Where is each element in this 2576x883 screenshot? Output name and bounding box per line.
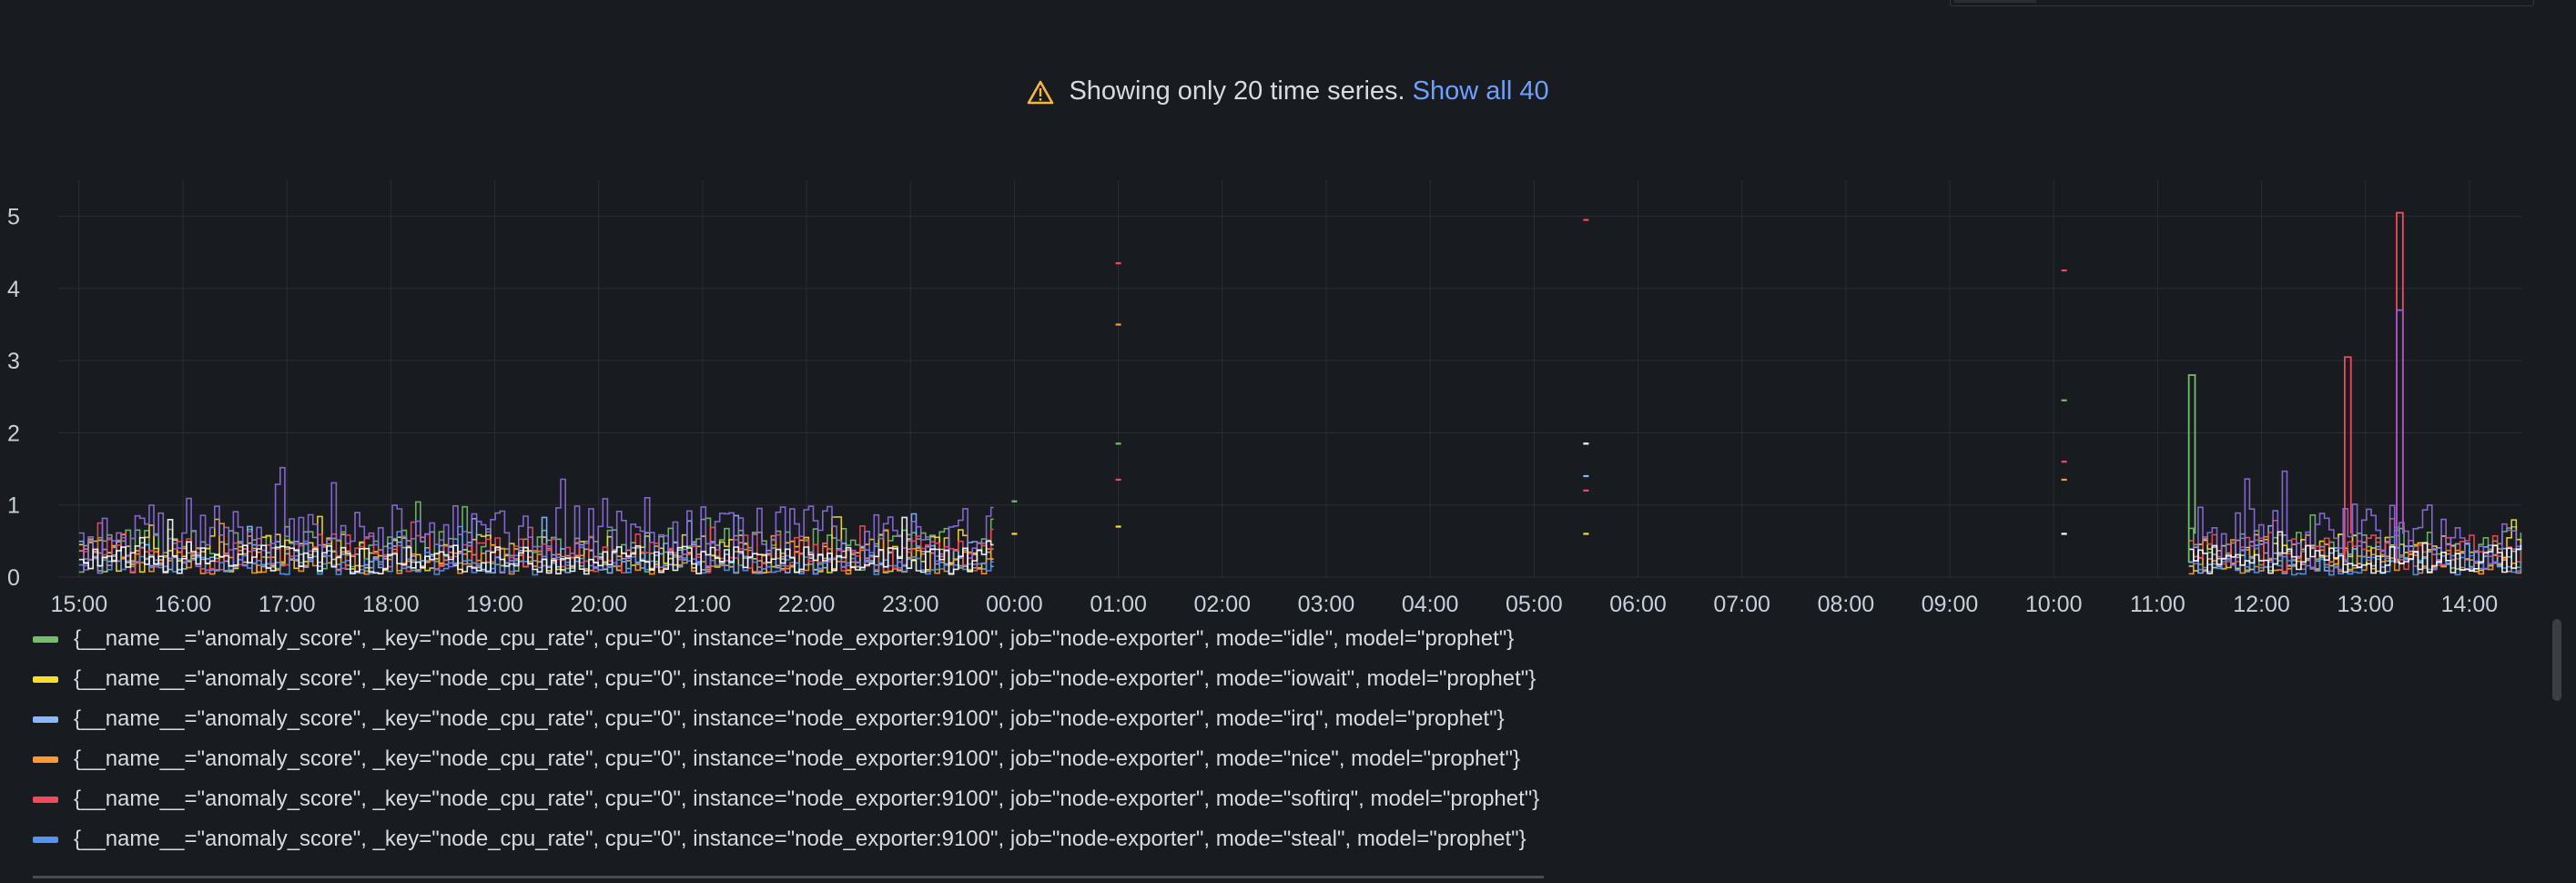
legend-color-swatch xyxy=(33,635,58,643)
x-tick-label: 13:00 xyxy=(2337,592,2394,617)
legend-color-swatch xyxy=(33,675,58,683)
legend-color-swatch xyxy=(33,756,58,763)
x-tick-label: 17:00 xyxy=(259,592,316,617)
x-tick-label: 16:00 xyxy=(155,592,212,617)
panel-options-tab xyxy=(1954,0,2036,3)
x-tick-label: 02:00 xyxy=(1194,592,1252,617)
legend-scrollbar[interactable] xyxy=(2552,619,2561,701)
series-line xyxy=(78,523,994,575)
series-limit-notice: Showing only 20 time series. Show all 40 xyxy=(0,71,2576,117)
x-tick-label: 22:00 xyxy=(778,592,836,617)
y-tick-label: 5 xyxy=(7,205,20,230)
spike-mark xyxy=(2344,356,2352,563)
legend-label: {__name__="anomaly_score", _key="node_cp… xyxy=(74,827,1526,851)
x-tick-label: 09:00 xyxy=(1922,592,1979,617)
x-tick-label: 21:00 xyxy=(674,592,732,617)
spike-mark xyxy=(2187,374,2196,563)
legend-item[interactable]: {__name__="anomaly_score", _key="node_cp… xyxy=(33,779,1762,819)
y-tick-label: 4 xyxy=(7,277,20,302)
chart-legend: {__name__="anomaly_score", _key="node_cp… xyxy=(33,619,1762,859)
x-tick-label: 12:00 xyxy=(2233,592,2290,617)
show-all-link[interactable]: Show all 40 xyxy=(1412,76,1549,106)
x-tick-label: 05:00 xyxy=(1506,592,1563,617)
legend-label: {__name__="anomaly_score", _key="node_cp… xyxy=(74,626,1515,651)
legend-item[interactable]: {__name__="anomaly_score", _key="node_cp… xyxy=(33,739,1762,779)
x-tick-label: 08:00 xyxy=(1818,592,1875,617)
x-tick-label: 06:00 xyxy=(1609,592,1667,617)
legend-color-swatch xyxy=(33,796,58,803)
spike-mark xyxy=(2396,211,2404,563)
x-tick-label: 20:00 xyxy=(570,592,627,617)
legend-item[interactable]: {__name__="anomaly_score", _key="node_cp… xyxy=(33,619,1762,659)
y-tick-label: 0 xyxy=(7,565,20,591)
x-tick-label: 23:00 xyxy=(882,592,939,617)
series-line xyxy=(78,466,994,571)
warning-triangle-icon xyxy=(1027,77,1054,117)
x-tick-label: 14:00 xyxy=(2441,592,2499,617)
time-series-chart[interactable]: 0 1 2 3 4 5 15:00 16:00 17:00 18:00 19:00 20:00 21:0… xyxy=(0,173,2540,619)
spike-mark xyxy=(2396,309,2404,563)
legend-color-swatch xyxy=(33,716,58,723)
series-line xyxy=(2188,531,2522,574)
series-line xyxy=(78,513,994,574)
x-tick-label: 07:00 xyxy=(1713,592,1770,617)
x-tick-label: 10:00 xyxy=(2025,592,2083,617)
legend-label: {__name__="anomaly_score", _key="node_cp… xyxy=(74,666,1536,691)
x-tick-label: 19:00 xyxy=(466,592,523,617)
x-tick-label: 03:00 xyxy=(1298,592,1355,617)
series-line xyxy=(78,521,994,573)
legend-label: {__name__="anomaly_score", _key="node_cp… xyxy=(74,706,1505,731)
legend-color-swatch xyxy=(33,836,58,843)
y-tick-label: 2 xyxy=(7,421,20,446)
notice-text: Showing only 20 time series. xyxy=(1069,76,1405,106)
y-tick-label: 1 xyxy=(7,493,20,519)
legend-item[interactable]: {__name__="anomaly_score", _key="node_cp… xyxy=(33,699,1762,739)
x-tick-label: 04:00 xyxy=(1402,592,1459,617)
x-tick-label: 18:00 xyxy=(362,592,420,617)
legend-label: {__name__="anomaly_score", _key="node_cp… xyxy=(74,746,1520,771)
series-line xyxy=(2188,514,2522,573)
legend-item-cut-off xyxy=(33,872,1544,883)
panel-options-box xyxy=(1950,0,2534,6)
x-tick-label: 00:00 xyxy=(986,592,1043,617)
x-tick-label: 01:00 xyxy=(1090,592,1147,617)
legend-item[interactable]: {__name__="anomaly_score", _key="node_cp… xyxy=(33,819,1762,859)
series-line xyxy=(78,516,994,575)
y-tick-label: 3 xyxy=(7,349,20,374)
legend-item[interactable]: {__name__="anomaly_score", _key="node_cp… xyxy=(33,659,1762,699)
legend-label: {__name__="anomaly_score", _key="node_cp… xyxy=(74,787,1540,811)
x-tick-label: 15:00 xyxy=(51,592,108,617)
series-line xyxy=(2188,518,2522,573)
x-tick-label: 11:00 xyxy=(2130,592,2186,617)
